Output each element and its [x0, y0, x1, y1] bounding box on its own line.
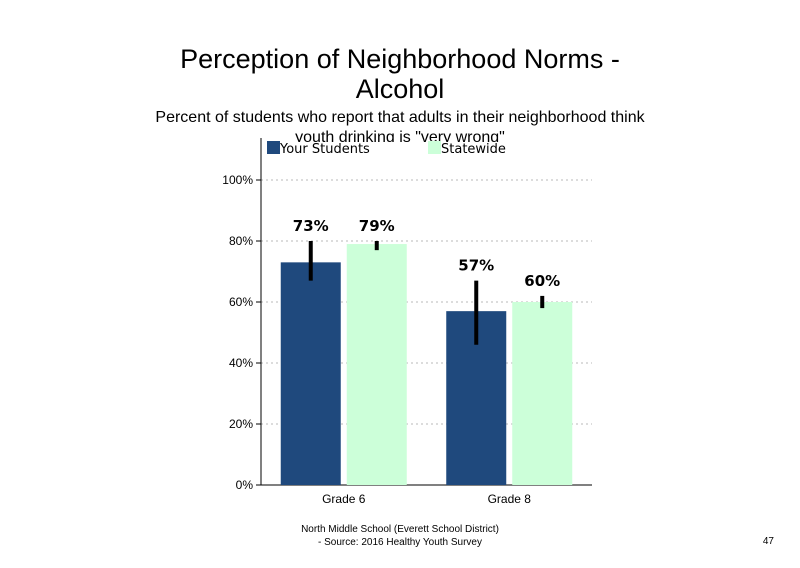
y-tick-label: 80%: [229, 234, 253, 248]
data-label: 79%: [359, 217, 395, 235]
x-tick-label: Grade 6: [322, 492, 366, 506]
legend-swatch: [428, 141, 441, 154]
legend-swatch: [267, 141, 280, 154]
chart-title-line-1: Perception of Neighborhood Norms -: [180, 44, 620, 74]
data-label: 60%: [524, 272, 560, 290]
y-tick-label: 100%: [222, 173, 253, 187]
bar: [346, 244, 407, 485]
data-label: 57%: [458, 257, 494, 275]
bar: [280, 262, 341, 485]
y-tick-label: 0%: [236, 478, 254, 492]
y-tick-label: 20%: [229, 417, 253, 431]
y-tick-label: 40%: [229, 356, 253, 370]
x-tick-label: Grade 8: [488, 492, 532, 506]
chart-title-line-2: Alcohol: [355, 74, 445, 104]
legend-label: Statewide: [441, 142, 506, 157]
legend-label: Your Students: [279, 142, 370, 157]
footer-school: North Middle School (Everett School Dist…: [301, 524, 499, 535]
chart-subtitle: Percent of students who report that adul…: [155, 109, 645, 142]
chart-title: Perception of Neighborhood Norms - Alcoh…: [0, 44, 800, 104]
data-label: 73%: [293, 217, 329, 235]
source-footer: North Middle School (Everett School Dist…: [240, 523, 560, 549]
y-tick-label: 60%: [229, 295, 253, 309]
page-number: 47: [762, 536, 774, 547]
footer-source: - Source: 2016 Healthy Youth Survey: [318, 537, 482, 548]
bar: [512, 302, 573, 485]
